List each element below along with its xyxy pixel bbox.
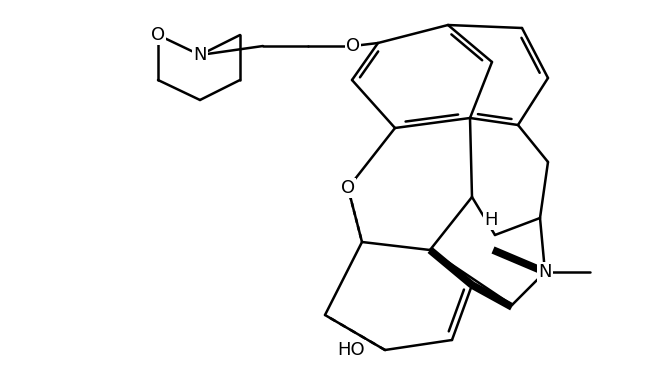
Text: N: N <box>538 263 552 281</box>
Text: H: H <box>484 211 498 229</box>
Text: HO: HO <box>337 341 365 359</box>
Text: O: O <box>151 26 165 44</box>
Text: O: O <box>346 37 360 55</box>
Text: O: O <box>341 179 355 197</box>
Text: N: N <box>193 46 207 64</box>
